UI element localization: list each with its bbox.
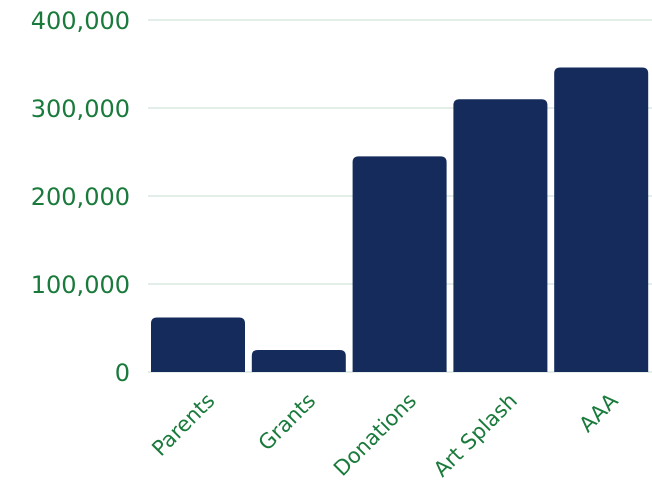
y-tick-label: 400,000 bbox=[31, 7, 130, 35]
bars bbox=[151, 67, 649, 373]
x-axis-ticks: Parents Grants Donations Art Splash AAA bbox=[147, 388, 623, 481]
bar-grants bbox=[251, 350, 346, 372]
x-tick-label: Parents bbox=[147, 389, 219, 461]
y-tick-label: 0 bbox=[115, 359, 130, 387]
x-tick-label: Art Splash bbox=[429, 389, 522, 482]
x-tick-label: Grants bbox=[254, 389, 321, 456]
bar-parents bbox=[151, 317, 245, 372]
y-tick-label: 100,000 bbox=[31, 271, 130, 299]
bar-donations bbox=[352, 156, 447, 372]
y-tick-label: 300,000 bbox=[31, 95, 130, 123]
y-axis-ticks: 0 100,000 200,000 300,000 400,000 bbox=[31, 7, 130, 387]
bar-art-splash bbox=[453, 99, 548, 372]
y-tick-label: 200,000 bbox=[31, 183, 130, 211]
x-tick-label: AAA bbox=[574, 388, 623, 437]
x-tick-label: Donations bbox=[329, 389, 421, 481]
bar-aaa bbox=[554, 67, 649, 373]
